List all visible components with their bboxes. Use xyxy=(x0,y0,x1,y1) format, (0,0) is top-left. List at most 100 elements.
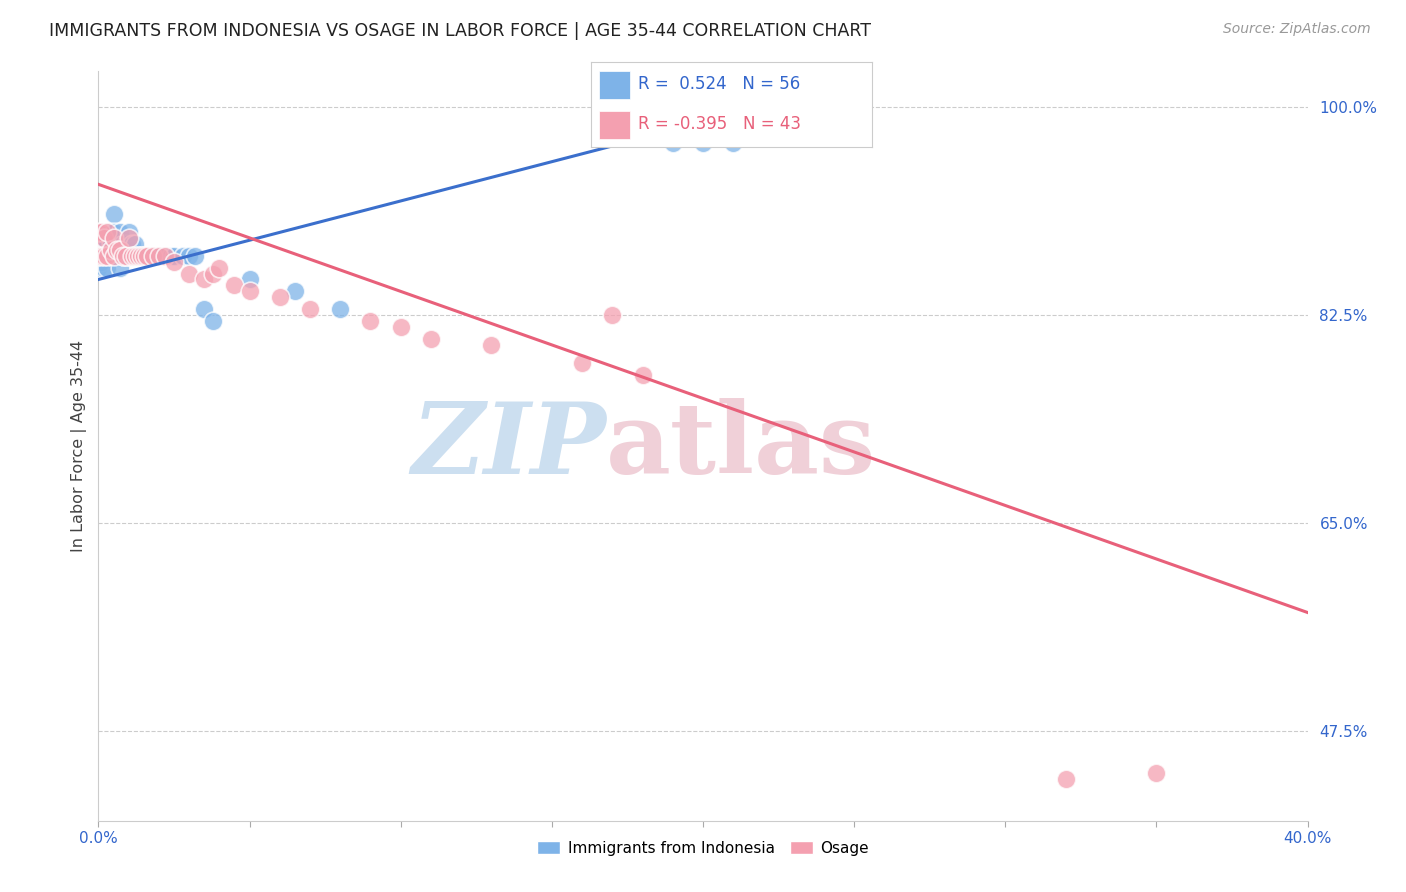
Point xyxy=(96,260,118,275)
Point xyxy=(96,236,118,251)
Point xyxy=(193,272,215,286)
Point xyxy=(93,236,115,251)
Point xyxy=(118,231,141,245)
Point xyxy=(100,243,122,257)
Point xyxy=(100,249,122,263)
Point xyxy=(661,136,683,150)
Point xyxy=(108,260,131,275)
Point xyxy=(127,249,149,263)
Point xyxy=(118,249,141,263)
Point xyxy=(90,243,112,257)
Point xyxy=(90,249,112,263)
Point xyxy=(93,249,115,263)
FancyBboxPatch shape xyxy=(599,111,630,139)
Text: atlas: atlas xyxy=(606,398,876,494)
Point xyxy=(111,249,134,263)
Point xyxy=(1054,772,1077,786)
Point xyxy=(179,249,201,263)
Point xyxy=(96,225,118,239)
Point xyxy=(111,249,134,263)
Point xyxy=(114,249,136,263)
Point xyxy=(172,249,194,263)
Point xyxy=(571,356,593,370)
Point xyxy=(96,249,118,263)
Point xyxy=(96,249,118,263)
Point xyxy=(87,249,110,263)
Point xyxy=(184,249,207,263)
Point xyxy=(93,225,115,239)
Point xyxy=(129,249,152,263)
Point xyxy=(127,249,149,263)
Point xyxy=(105,249,128,263)
Point xyxy=(121,249,143,263)
Point xyxy=(202,314,225,328)
Point xyxy=(111,236,134,251)
Point xyxy=(193,302,215,317)
Point xyxy=(269,290,291,304)
Point xyxy=(103,207,125,221)
Point xyxy=(132,249,155,263)
Point xyxy=(329,302,352,317)
Point xyxy=(105,243,128,257)
Point xyxy=(108,249,131,263)
Point xyxy=(148,249,170,263)
Point xyxy=(108,243,131,257)
Point xyxy=(389,320,412,334)
Point xyxy=(114,249,136,263)
Point xyxy=(90,249,112,263)
Point xyxy=(160,249,183,263)
Point xyxy=(87,254,110,268)
Point xyxy=(132,249,155,263)
Point xyxy=(108,225,131,239)
Point xyxy=(145,249,167,263)
Point xyxy=(118,225,141,239)
Point xyxy=(179,267,201,281)
Point xyxy=(96,225,118,239)
Point xyxy=(631,368,654,382)
Point xyxy=(93,231,115,245)
Point xyxy=(239,285,262,299)
Point xyxy=(103,249,125,263)
Point xyxy=(114,236,136,251)
Point xyxy=(90,254,112,268)
Point xyxy=(142,249,165,263)
Point xyxy=(121,236,143,251)
Point xyxy=(239,272,262,286)
Point xyxy=(135,249,157,263)
Point xyxy=(87,225,110,239)
Point xyxy=(360,314,382,328)
Point xyxy=(139,249,162,263)
Point xyxy=(153,249,176,263)
Point xyxy=(208,260,231,275)
Text: R = -0.395   N = 43: R = -0.395 N = 43 xyxy=(638,115,801,133)
Point xyxy=(163,254,186,268)
Text: R =  0.524   N = 56: R = 0.524 N = 56 xyxy=(638,76,800,94)
Point xyxy=(692,136,714,150)
Text: ZIP: ZIP xyxy=(412,398,606,494)
Point xyxy=(103,231,125,245)
Point xyxy=(202,267,225,281)
Text: Source: ZipAtlas.com: Source: ZipAtlas.com xyxy=(1223,22,1371,37)
Point xyxy=(148,249,170,263)
Point xyxy=(420,332,443,346)
Point xyxy=(93,249,115,263)
Y-axis label: In Labor Force | Age 35-44: In Labor Force | Age 35-44 xyxy=(72,340,87,552)
Point xyxy=(299,302,322,317)
Point xyxy=(103,249,125,263)
Point xyxy=(103,225,125,239)
Point xyxy=(87,249,110,263)
Text: IMMIGRANTS FROM INDONESIA VS OSAGE IN LABOR FORCE | AGE 35-44 CORRELATION CHART: IMMIGRANTS FROM INDONESIA VS OSAGE IN LA… xyxy=(49,22,872,40)
Point xyxy=(100,236,122,251)
Point xyxy=(163,249,186,263)
Legend: Immigrants from Indonesia, Osage: Immigrants from Indonesia, Osage xyxy=(531,834,875,862)
Point xyxy=(481,338,503,352)
Point xyxy=(105,231,128,245)
Point xyxy=(284,285,307,299)
Point xyxy=(87,260,110,275)
Point xyxy=(224,278,246,293)
Point xyxy=(153,249,176,263)
Point xyxy=(602,308,624,322)
Point xyxy=(129,249,152,263)
Point xyxy=(90,236,112,251)
Point xyxy=(90,225,112,239)
